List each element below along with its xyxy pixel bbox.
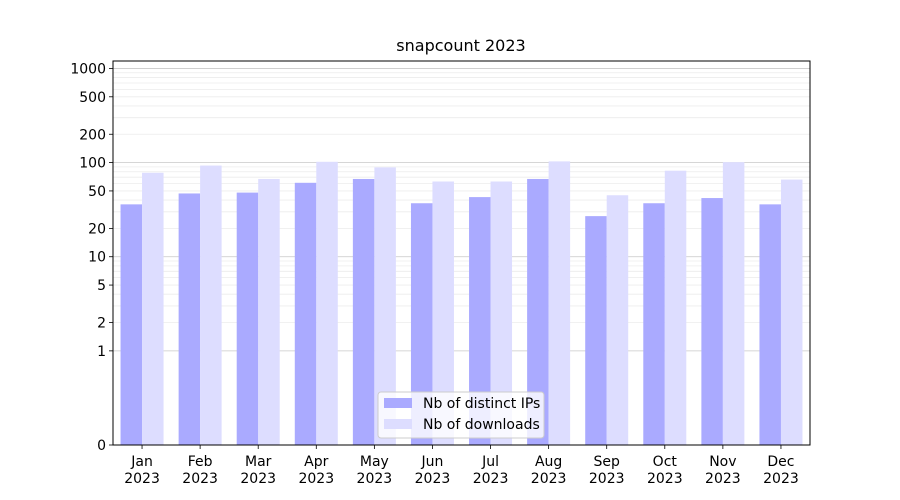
x-tick-label-month: Mar	[245, 454, 272, 470]
y-tick-label: 200	[79, 127, 106, 143]
bar	[643, 203, 665, 445]
legend-swatch-distinct-ips	[384, 398, 412, 408]
bar	[548, 161, 571, 445]
bar	[527, 178, 549, 445]
x-tick-label-year: 2023	[240, 471, 276, 487]
chart-title: snapcount 2023	[396, 36, 525, 55]
bar	[432, 181, 454, 445]
x-tick-label-month: Dec	[767, 454, 794, 470]
x-tick-label-year: 2023	[298, 471, 334, 487]
legend-label-downloads: Nb of downloads	[423, 417, 540, 433]
x-tick-label-year: 2023	[473, 471, 509, 487]
bar	[178, 193, 201, 445]
bar	[469, 197, 491, 445]
y-tick-label: 2	[97, 316, 106, 332]
bar	[352, 178, 375, 445]
legend-label-distinct-ips: Nb of distinct IPs	[423, 396, 540, 412]
x-tick-label-year: 2023	[182, 471, 218, 487]
plot-frame	[112, 60, 811, 446]
bar	[120, 204, 143, 445]
bar	[490, 181, 513, 445]
x-tick-label-year: 2023	[415, 471, 451, 487]
x-tick-label-month: Aug	[535, 454, 562, 470]
y-tick-label: 0	[97, 438, 106, 454]
y-tick-label: 20	[88, 221, 106, 237]
x-tick-label-month: May	[360, 454, 389, 470]
x-tick-label-year: 2023	[589, 471, 625, 487]
legend: Nb of distinct IPs Nb of downloads	[377, 391, 545, 439]
x-tick-label-month: Feb	[188, 454, 213, 470]
bar	[374, 167, 396, 446]
x-tick-label-year: 2023	[124, 471, 160, 487]
bar	[236, 192, 259, 445]
bar	[316, 161, 338, 445]
bar	[722, 162, 745, 445]
x-tick-label-month: Apr	[304, 454, 328, 470]
x-axis-ticks: Jan2023Feb2023Mar2023Apr2023May2023Jun20…	[124, 445, 799, 487]
bar	[780, 179, 803, 446]
legend-box	[377, 391, 545, 439]
grid-lines	[113, 68, 810, 352]
y-tick-label: 50	[88, 184, 106, 200]
x-tick-label-year: 2023	[763, 471, 799, 487]
y-tick-label: 1	[97, 344, 106, 360]
bar	[258, 178, 280, 445]
y-tick-label: 10	[88, 250, 106, 266]
y-tick-label: 5	[97, 278, 106, 294]
x-tick-label-month: Jul	[481, 454, 499, 470]
x-tick-label-month: Oct	[653, 454, 678, 470]
bars	[120, 161, 803, 446]
bar	[606, 195, 629, 445]
bar	[200, 165, 222, 445]
bar	[664, 170, 687, 445]
x-tick-label-month: Jun	[421, 454, 444, 470]
bar	[759, 204, 781, 445]
x-tick-label-year: 2023	[705, 471, 741, 487]
x-tick-label-month: Sep	[594, 454, 621, 470]
y-tick-label: 1000	[70, 61, 106, 77]
x-tick-label-month: Jan	[130, 454, 153, 470]
bar	[410, 203, 433, 445]
y-tick-label: 100	[79, 156, 106, 172]
y-tick-label: 500	[79, 90, 106, 106]
x-tick-label-year: 2023	[531, 471, 567, 487]
bar	[701, 198, 723, 445]
y-axis-ticks: 0 1 2 5 10 20 50 100 200 500 1000	[70, 61, 113, 454]
legend-swatch-downloads	[384, 419, 412, 429]
bar	[294, 182, 317, 445]
x-tick-label-year: 2023	[357, 471, 393, 487]
bar	[142, 172, 164, 445]
bar	[585, 216, 607, 445]
x-tick-label-year: 2023	[647, 471, 683, 487]
x-tick-label-month: Nov	[709, 454, 736, 470]
